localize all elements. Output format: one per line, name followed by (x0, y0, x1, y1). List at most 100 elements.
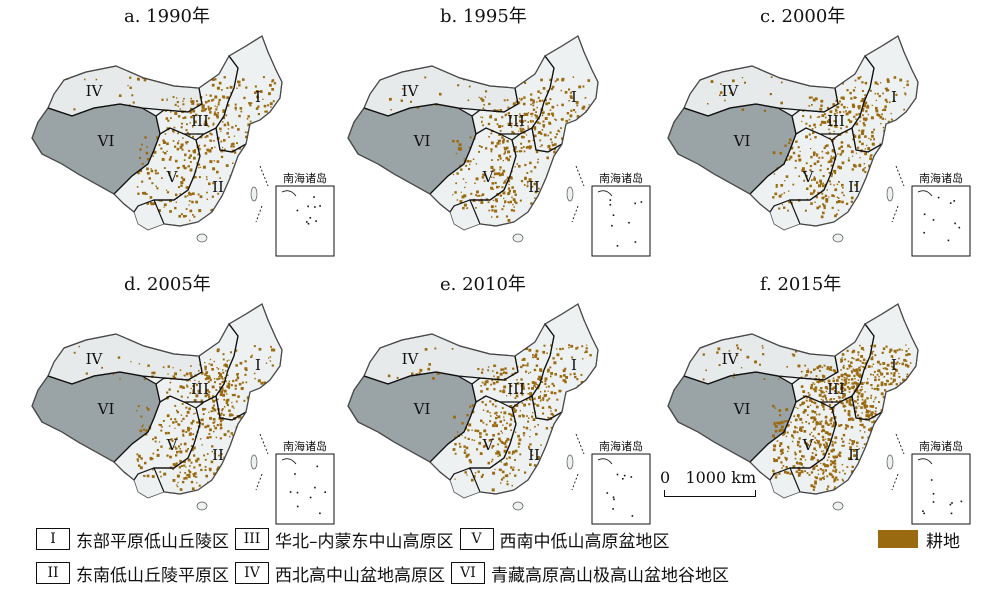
hainan-island (832, 233, 844, 243)
panel-title: c. 2000年 (760, 6, 846, 27)
region-label-III: III (827, 112, 845, 130)
map-panel-3: c. 2000年 I II III IV V VI 南海诸岛 (660, 0, 990, 262)
country-outline (347, 35, 599, 231)
south-china-sea-inset: 南海诸岛 (911, 171, 971, 257)
legend-row-2: II 东南低山丘陵平原区 IV 西北高中山盆地高原区 VI 青藏高原高山极高山盆… (36, 560, 735, 586)
region-IV-fill (684, 334, 838, 384)
region-label-IV: IV (402, 350, 420, 368)
region-label-II: II (528, 178, 540, 196)
region-IV-fill (364, 66, 518, 116)
legend-item-region-III: III 华北–内蒙东中山高原区 (235, 527, 454, 552)
inset-label: 南海诸岛 (919, 171, 963, 185)
region-label-I: I (255, 356, 261, 374)
hainan-island (512, 233, 524, 243)
legend-text: 华北–内蒙东中山高原区 (275, 531, 454, 552)
legend-item-region-V: V 西南中低山高原盆地区 (459, 527, 670, 552)
panel-title: a. 1990年 (124, 6, 210, 27)
scale-bar: 0 1000 km (660, 468, 770, 508)
region-label-III: III (507, 112, 525, 130)
region-label-III: III (191, 380, 209, 398)
inset-label: 南海诸岛 (599, 439, 643, 453)
inset-label: 南海诸岛 (283, 171, 327, 185)
region-label-II: II (212, 178, 224, 196)
region-IV-fill (48, 66, 202, 116)
region-VI-fill (668, 372, 796, 462)
inset-label: 南海诸岛 (919, 439, 963, 453)
region-label-I: I (891, 88, 897, 106)
region-label-I: I (255, 88, 261, 106)
hainan-island (512, 501, 524, 511)
legend-numeral: III (235, 528, 269, 550)
legend-item-region-II: II 东南低山丘陵平原区 (36, 561, 229, 586)
region-label-V: V (482, 168, 495, 186)
region-label-III: III (827, 380, 845, 398)
map-panel-4: d. 2005年 I II III IV V VI 南海诸岛 (24, 268, 354, 530)
taiwan-island (566, 454, 574, 470)
region-label-III: III (191, 112, 209, 130)
country-outline (667, 35, 919, 231)
south-china-sea-inset: 南海诸岛 (911, 439, 971, 525)
cropland-label: 耕地 (926, 531, 960, 552)
region-VI-fill (32, 372, 160, 462)
region-label-II: II (528, 446, 540, 464)
region-VI-fill (668, 104, 796, 194)
legend-numeral: I (36, 528, 70, 550)
legend-numeral: IV (235, 562, 269, 584)
maritime-dashes (891, 433, 905, 491)
taiwan-island (886, 454, 894, 470)
region-IV-fill (48, 334, 202, 384)
south-china-sea-inset: 南海诸岛 (275, 171, 335, 257)
region-label-V: V (166, 168, 179, 186)
legend-text: 西北高中山盆地高原区 (275, 565, 445, 586)
region-label-V: V (802, 436, 815, 454)
legend-text: 东部平原低山丘陵区 (76, 531, 229, 552)
region-label-VI: VI (733, 400, 751, 418)
legend-item-cropland: 耕地 (878, 527, 960, 552)
legend-item-region-VI: VI 青藏高原高山极高山盆地谷地区 (451, 561, 729, 586)
region-IV-fill (364, 334, 518, 384)
legend-numeral: VI (451, 562, 485, 584)
region-label-I: I (891, 356, 897, 374)
country-outline (347, 303, 599, 499)
region-label-IV: IV (402, 82, 420, 100)
country-outline (31, 303, 283, 499)
hainan-island (196, 233, 208, 243)
legend-item-region-I: I 东部平原低山丘陵区 (36, 527, 229, 552)
region-VI-fill (348, 372, 476, 462)
legend-numeral: II (36, 562, 70, 584)
region-label-VI: VI (413, 400, 431, 418)
region-label-VI: VI (97, 400, 115, 418)
map-panel-1: a. 1990年 I II III IV V VI 南海诸岛 (24, 0, 354, 262)
taiwan-island (250, 186, 258, 202)
cropland-swatch (878, 530, 918, 548)
region-label-IV: IV (722, 350, 740, 368)
region-VI-fill (32, 104, 160, 194)
legend-text: 西南中低山高原盆地区 (499, 531, 670, 552)
region-VI-fill (348, 104, 476, 194)
region-label-I: I (571, 88, 577, 106)
legend-text: 青藏高原高山极高山盆地谷地区 (491, 565, 729, 586)
maritime-dashes (571, 165, 585, 223)
region-label-V: V (802, 168, 815, 186)
maritime-dashes (891, 165, 905, 223)
region-label-II: II (212, 446, 224, 464)
maritime-dashes (571, 433, 585, 491)
region-label-I: I (571, 356, 577, 374)
scale-bar-line (664, 490, 756, 497)
south-china-sea-inset: 南海诸岛 (591, 171, 651, 257)
taiwan-island (250, 454, 258, 470)
region-label-V: V (482, 436, 495, 454)
region-label-II: II (848, 178, 860, 196)
south-china-sea-inset: 南海诸岛 (275, 439, 335, 525)
maritime-dashes (255, 433, 269, 491)
panel-title: e. 2010年 (440, 274, 526, 295)
region-IV-fill (684, 66, 838, 116)
panel-title: b. 1995年 (440, 6, 527, 27)
taiwan-island (886, 186, 894, 202)
region-label-V: V (166, 436, 179, 454)
map-panel-2: b. 1995年 I II III IV V VI 南海诸岛 (340, 0, 670, 262)
